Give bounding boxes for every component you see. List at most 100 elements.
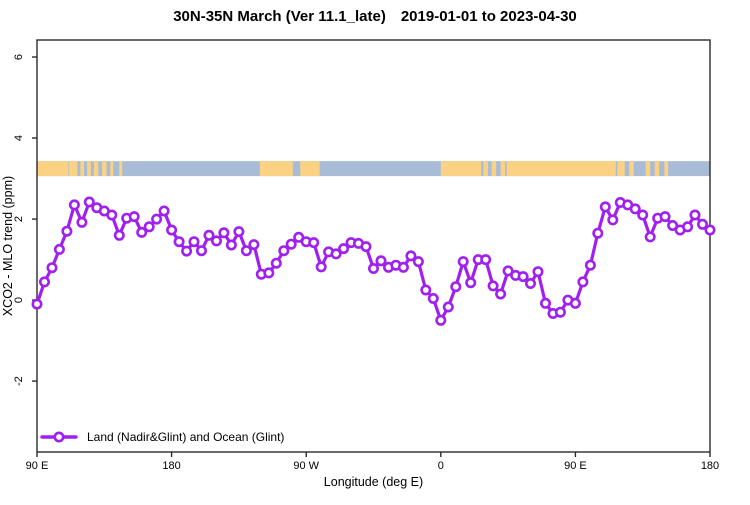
data-point-marker [427, 292, 439, 304]
data-point-marker [270, 257, 282, 269]
land-segment [69, 161, 78, 177]
land-segment [110, 161, 114, 177]
data-point-marker [457, 256, 469, 268]
x-tick-label: 90 E [564, 460, 587, 472]
x-tick-label: 180 [162, 460, 180, 472]
y-tick-label: -2 [13, 376, 25, 386]
data-point-marker [637, 209, 649, 221]
data-point-marker [465, 277, 477, 289]
data-point-marker [248, 239, 260, 251]
data-point-marker [367, 262, 379, 274]
data-point-marker [592, 227, 604, 239]
land-segment [617, 161, 625, 177]
plot-border [36, 39, 711, 453]
x-axis-title: Longitude (deg E) [324, 475, 423, 489]
x-tick-label: 0 [438, 460, 444, 472]
data-point-marker [532, 266, 544, 278]
data-point-marker [315, 261, 327, 273]
x-tick-label: 180 [701, 460, 719, 472]
data-point-marker [263, 267, 275, 279]
data-point-marker [704, 224, 716, 236]
data-point-marker [136, 226, 148, 238]
land-segment [664, 161, 669, 177]
data-point-marker [166, 224, 178, 236]
data-point-marker [599, 201, 611, 213]
data-point-marker [211, 235, 223, 247]
data-point-marker [412, 256, 424, 268]
y-axis: 6 4 2 0 -2 [13, 54, 37, 386]
y-tick-label: 4 [13, 135, 25, 141]
data-point-marker [338, 243, 350, 255]
data-point-marker [188, 236, 200, 248]
data-point-marker [128, 211, 140, 223]
chart-title-region: 30N-35N March (Ver 11.1_late) [173, 8, 386, 25]
data-point-marker [218, 227, 230, 239]
data-point-marker [524, 277, 536, 289]
data-point-marker [53, 243, 65, 255]
data-point-marker [143, 221, 155, 233]
chart-title-dates: 2019-01-01 to 2023-04-30 [400, 8, 577, 25]
land-segment [440, 161, 482, 177]
data-point-marker [577, 276, 589, 288]
land-segment [506, 161, 616, 177]
chart-title: 30N-35N March (Ver 11.1_late) 2019-01-01 … [0, 8, 750, 25]
data-point-marker [151, 213, 163, 225]
data-point-marker [539, 297, 551, 309]
data-point-marker [689, 209, 701, 221]
data-point-marker [76, 216, 88, 228]
data-point-marker [644, 231, 656, 243]
data-point-marker [502, 265, 514, 277]
legend: Land (Nadir&Glint) and Ocean (Glint) [40, 428, 284, 446]
data-point-marker [554, 306, 566, 318]
data-point-marker [83, 196, 95, 208]
x-tick-label: 90 W [293, 460, 319, 472]
data-point-marker [495, 288, 507, 300]
legend-line-marker-icon [40, 431, 78, 443]
data-point-marker [240, 245, 252, 257]
data-point-marker [31, 298, 43, 310]
data-series-markers [31, 196, 716, 326]
data-point-marker [225, 239, 237, 251]
x-tick-label: 90 E [26, 460, 49, 472]
land-segment [491, 161, 497, 177]
world-map-strip [37, 161, 710, 177]
land-segment [629, 161, 634, 177]
land-segment [259, 161, 293, 177]
land-segment [102, 161, 107, 177]
data-point-marker [196, 245, 208, 257]
data-point-marker [285, 238, 297, 250]
land-segment [87, 161, 91, 177]
land-segment [654, 161, 660, 177]
data-point-marker [181, 245, 193, 257]
y-tick-label: 0 [13, 297, 25, 303]
data-point-marker [420, 284, 432, 296]
land-segment [500, 161, 506, 177]
data-point-marker [442, 301, 454, 313]
data-point-marker [61, 225, 73, 237]
data-point-marker [375, 255, 387, 267]
data-point-marker [158, 205, 170, 217]
data-point-marker [696, 218, 708, 230]
land-segment [93, 161, 99, 177]
data-point-marker [330, 248, 342, 260]
data-point-marker [667, 220, 679, 232]
land-segment [80, 161, 85, 177]
land-segment [645, 161, 651, 177]
data-point-marker [397, 261, 409, 273]
y-tick-label: 6 [13, 54, 25, 60]
data-point-marker [106, 209, 118, 221]
data-point-marker [68, 199, 80, 211]
data-point-marker [293, 231, 305, 243]
data-point-marker [607, 214, 619, 226]
data-point-marker [173, 236, 185, 248]
data-point-marker [659, 211, 671, 223]
data-point-marker [487, 280, 499, 292]
land-segment [119, 161, 123, 177]
data-point-marker [629, 203, 641, 215]
data-point-marker [308, 237, 320, 249]
data-point-marker [38, 276, 50, 288]
legend-label: Land (Nadir&Glint) and Ocean (Glint) [87, 430, 285, 444]
y-tick-label: 2 [13, 216, 25, 222]
data-point-marker [450, 281, 462, 293]
